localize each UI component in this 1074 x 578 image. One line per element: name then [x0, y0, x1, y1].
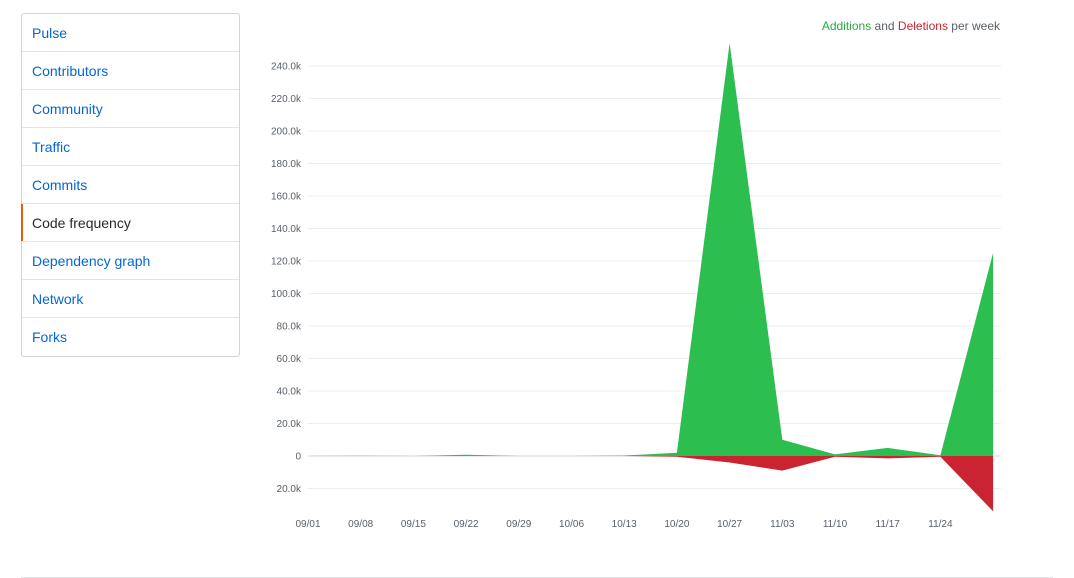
y-tick-label: 200.0k [271, 127, 302, 138]
deletions-area [308, 456, 994, 512]
menu-item-dependency-graph[interactable]: Dependency graph [22, 242, 239, 280]
insights-menu: Pulse Contributors Community Traffic Com… [21, 13, 240, 357]
x-tick-label: 10/27 [717, 519, 742, 530]
x-tick-label: 11/10 [823, 519, 848, 530]
menu-item-code-frequency[interactable]: Code frequency [21, 204, 239, 242]
y-tick-label: 0 [295, 452, 301, 463]
x-tick-label: 11/03 [770, 519, 795, 530]
x-tick-label: 10/06 [559, 519, 584, 530]
legend-per-week: per week [951, 19, 1000, 33]
legend-deletions: Deletions [897, 19, 948, 33]
legend-and: and [874, 19, 895, 33]
y-tick-label: 80.0k [277, 322, 302, 333]
x-tick-label: 10/13 [612, 519, 637, 530]
x-tick-label: 11/17 [876, 519, 901, 530]
y-tick-label: 40.0k [277, 387, 302, 398]
chart-legend: Additions and Deletions per week [822, 19, 1000, 33]
menu-item-contributors[interactable]: Contributors [22, 52, 239, 90]
y-tick-label: 180.0k [271, 159, 302, 170]
x-tick-label: 09/22 [454, 519, 479, 530]
y-tick-label: 120.0k [271, 257, 302, 268]
additions-area [308, 43, 994, 457]
y-tick-label: 60.0k [277, 354, 302, 365]
x-tick-label: 09/15 [401, 519, 426, 530]
y-tick-label: 20.0k [277, 484, 302, 495]
x-tick-label: 10/20 [664, 519, 689, 530]
menu-item-community[interactable]: Community [22, 90, 239, 128]
y-tick-label: 240.0k [271, 62, 302, 73]
menu-item-network[interactable]: Network [22, 280, 239, 318]
y-tick-label: 220.0k [271, 94, 302, 105]
x-tick-label: 09/01 [295, 519, 320, 530]
y-tick-label: 20.0k [277, 419, 302, 430]
menu-item-forks[interactable]: Forks [32, 329, 67, 345]
code-frequency-chart: 240.0k 220.0k 200.0k 180.0k 160.0k 140.0k 120.… [271, 43, 1001, 530]
x-tick-label: 09/08 [348, 519, 373, 530]
legend-additions: Additions [821, 19, 872, 33]
x-tick-label: 09/29 [506, 519, 531, 530]
x-tick-label: 11/24 [928, 519, 953, 530]
menu-item-traffic[interactable]: Traffic [22, 128, 239, 166]
menu-item-pulse[interactable]: Pulse [22, 14, 239, 52]
y-tick-label: 100.0k [271, 289, 302, 300]
menu-item-commits[interactable]: Commits [22, 166, 239, 204]
y-tick-label: 160.0k [271, 192, 302, 203]
y-tick-label: 140.0k [271, 224, 302, 235]
